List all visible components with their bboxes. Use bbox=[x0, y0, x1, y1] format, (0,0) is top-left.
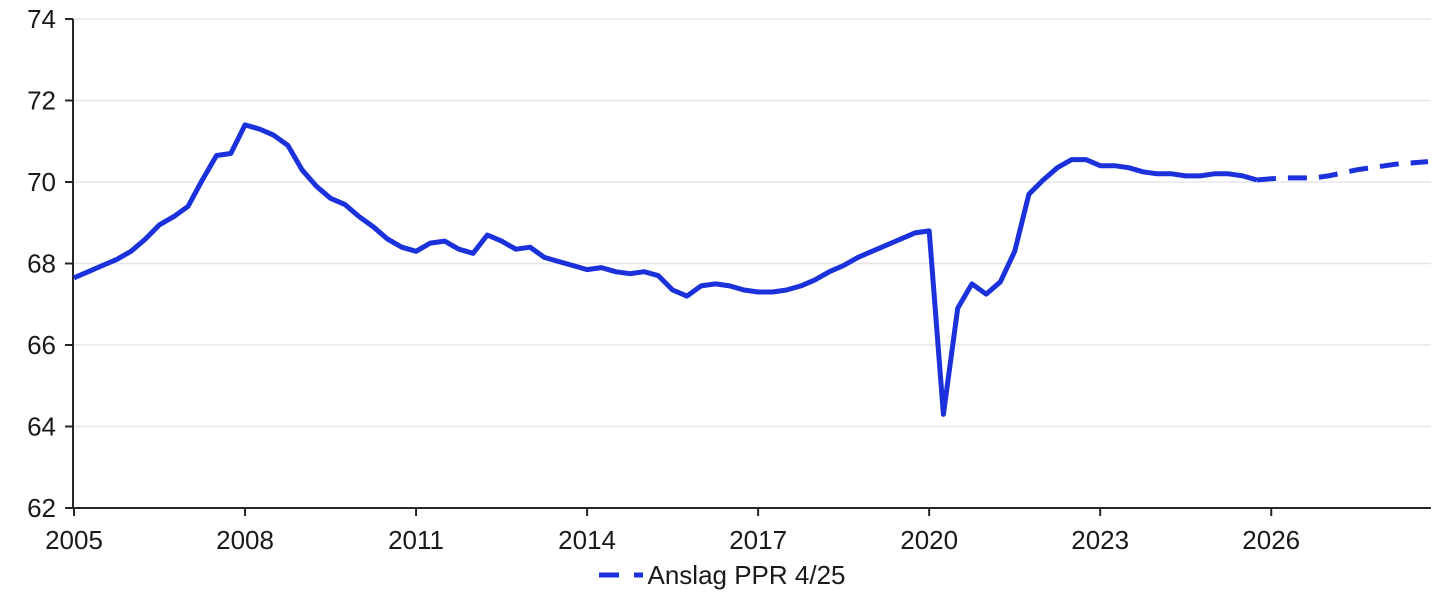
x-tick-label: 2011 bbox=[388, 525, 444, 555]
x-tick-label: 2020 bbox=[900, 525, 958, 555]
x-tick-label: 2026 bbox=[1242, 525, 1300, 555]
employment-rate-line-chart: 62 64 66 68 70 72 74 2005 2008 2011 2014 2017 2020 20… bbox=[27, 4, 1431, 555]
y-tick-label: 70 bbox=[27, 167, 56, 197]
y-tick-label: 68 bbox=[27, 249, 56, 279]
chart-legend: Anslag PPR 4/25 bbox=[0, 559, 1445, 591]
y-tick-label: 66 bbox=[27, 330, 56, 360]
x-tick-label: 2005 bbox=[45, 525, 103, 555]
x-tick-label: 2017 bbox=[729, 525, 787, 555]
legend-label: Anslag PPR 4/25 bbox=[647, 560, 846, 590]
x-tick-label: 2008 bbox=[216, 525, 274, 555]
forecast-dash-icon bbox=[599, 572, 646, 578]
x-tick-label: 2023 bbox=[1071, 525, 1129, 555]
y-tick-label: 74 bbox=[27, 4, 56, 34]
y-tick-label: 64 bbox=[27, 412, 56, 442]
series-line-historical bbox=[73, 122, 1258, 417]
x-tick-label: 2014 bbox=[558, 525, 616, 555]
y-tick-label: 72 bbox=[27, 86, 56, 116]
y-tick-label: 62 bbox=[27, 493, 56, 523]
series-line-forecast bbox=[1256, 159, 1429, 183]
